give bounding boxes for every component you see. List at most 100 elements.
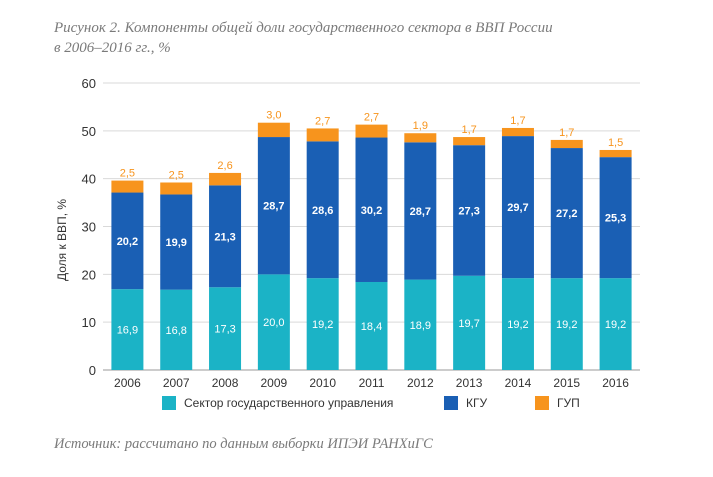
chart-legend: Сектор государственного управления КГУ Г…: [0, 396, 713, 416]
bar-segment: [257, 122, 290, 138]
bar-segment: [111, 192, 144, 290]
data-label: 1,7: [510, 115, 525, 127]
legend-item-kgu: КГУ: [444, 396, 487, 410]
x-tick-label: 2014: [505, 376, 532, 390]
data-label: 20,2: [117, 236, 138, 248]
y-tick-label: 40: [82, 172, 96, 187]
y-tick-label: 0: [89, 363, 96, 378]
bar-segment: [306, 128, 339, 142]
bar-segment: [453, 145, 486, 276]
y-tick-label: 30: [82, 220, 96, 235]
data-label: 21,3: [214, 231, 235, 243]
data-label: 25,3: [605, 213, 626, 225]
legend-label-gup: ГУП: [557, 396, 580, 410]
y-tick-label: 20: [82, 267, 96, 282]
bar-segment: [501, 136, 534, 279]
data-label: 28,7: [263, 201, 284, 213]
data-label: 19,2: [556, 319, 577, 331]
data-label: 1,9: [413, 120, 428, 132]
legend-swatch-kgu: [444, 396, 458, 410]
bar-segment: [160, 289, 193, 370]
bar-segment: [209, 185, 242, 288]
bar-segment: [355, 124, 388, 138]
data-label: 19,2: [312, 319, 333, 331]
data-label: 28,6: [312, 205, 333, 217]
bar-segment: [453, 137, 486, 146]
x-tick-label: 2012: [407, 376, 434, 390]
x-tick-label: 2008: [212, 376, 239, 390]
x-tick-label: 2013: [456, 376, 483, 390]
data-label: 18,9: [410, 320, 431, 332]
bar-segment: [404, 279, 437, 370]
bar-segment: [209, 287, 242, 370]
data-label: 2,5: [169, 169, 184, 181]
bar-segment: [599, 157, 632, 279]
source-note: Источник: рассчитано по данным выборки И…: [54, 436, 433, 452]
y-axis-title: Доля к ВВП, %: [55, 199, 69, 281]
chart-caption: Рисунок 2. Компоненты общей доли государ…: [54, 18, 694, 58]
legend-item-gup: ГУП: [535, 396, 580, 410]
data-label: 16,8: [166, 325, 187, 337]
legend-item-sgu: Сектор государственного управления: [162, 396, 393, 410]
bar-segment: [111, 180, 144, 193]
bar-segment: [209, 172, 242, 186]
y-tick-label: 50: [82, 124, 96, 139]
x-tick-label: 2009: [261, 376, 288, 390]
data-label: 27,3: [458, 205, 479, 217]
caption-line-2: в 2006–2016 гг., %: [54, 40, 171, 56]
bar-segment: [550, 148, 583, 279]
bar-segment: [306, 141, 339, 279]
bar-segment: [550, 278, 583, 370]
data-label: 17,3: [214, 324, 235, 336]
bar-segment: [306, 278, 339, 370]
bar-segment: [453, 275, 486, 370]
x-tick-label: 2011: [359, 376, 385, 390]
bar-segment: [404, 142, 437, 280]
x-tick-label: 2007: [163, 376, 190, 390]
data-label: 3,0: [266, 110, 281, 122]
bar-segment: [550, 139, 583, 149]
data-label: 19,2: [605, 319, 626, 331]
data-label: 28,7: [410, 206, 431, 218]
data-label: 29,7: [507, 202, 528, 214]
data-label: 2,5: [120, 168, 135, 180]
bar-segment: [257, 274, 290, 370]
data-label: 27,2: [556, 208, 577, 220]
data-label: 30,2: [361, 205, 382, 217]
data-label: 19,2: [507, 319, 528, 331]
bar-segment: [257, 137, 290, 275]
data-label: 18,4: [361, 321, 382, 333]
x-tick-label: 2006: [114, 376, 141, 390]
data-label: 1,5: [608, 137, 623, 149]
x-tick-label: 2016: [602, 376, 629, 390]
x-tick-label: 2015: [553, 376, 580, 390]
bar-segment: [599, 149, 632, 158]
data-label: 2,6: [217, 160, 232, 172]
bar-segment: [355, 281, 388, 370]
x-tick-label: 2010: [309, 376, 336, 390]
bar-segment: [501, 127, 534, 137]
data-label: 2,7: [364, 112, 379, 124]
data-label: 20,0: [263, 317, 284, 329]
bar-segment: [355, 137, 388, 282]
data-label: 1,7: [559, 127, 574, 139]
legend-label-sgu: Сектор государственного управления: [184, 396, 394, 410]
bar-segment: [160, 182, 193, 195]
bar-segment: [111, 289, 144, 370]
bar-segment: [599, 278, 632, 370]
bar-segment: [404, 133, 437, 143]
data-label: 1,7: [461, 124, 476, 136]
legend-swatch-sgu: [162, 396, 176, 410]
caption-line-1: Рисунок 2. Компоненты общей доли государ…: [54, 20, 553, 36]
bar-segment: [160, 194, 193, 290]
y-tick-label: 10: [82, 315, 96, 330]
data-label: 2,7: [315, 115, 330, 127]
legend-swatch-gup: [535, 396, 549, 410]
data-label: 19,9: [166, 237, 187, 249]
data-label: 16,9: [117, 325, 138, 337]
y-tick-label: 60: [82, 76, 96, 91]
data-label: 19,7: [458, 318, 479, 330]
bar-segment: [501, 278, 534, 370]
legend-label-kgu: КГУ: [466, 396, 488, 410]
